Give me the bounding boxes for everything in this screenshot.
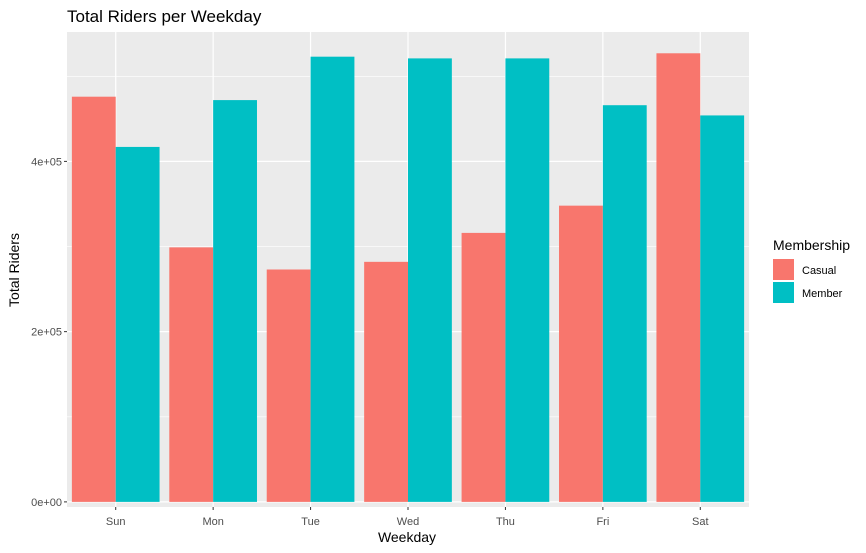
bar-casual-fri [559, 205, 603, 502]
legend-key-casual [773, 259, 794, 280]
bar-member-wed [408, 58, 452, 502]
bar-casual-tue [266, 269, 311, 502]
y-axis-title: Total Riders [6, 233, 22, 307]
bars-group [71, 53, 745, 502]
x-tick-label: Sun [106, 516, 126, 528]
bar-casual-thu [461, 232, 506, 502]
bar-member-sat [700, 115, 745, 502]
legend: Membership Casual Member [773, 237, 850, 303]
chart-title: Total Riders per Weekday [67, 7, 262, 26]
bar-casual-wed [364, 261, 408, 502]
legend-title: Membership [773, 237, 850, 253]
x-tick-label: Fri [596, 516, 609, 528]
y-tick-label: 4e+05 [31, 156, 62, 168]
bar-member-sun [115, 146, 160, 502]
x-tick-label: Sat [692, 516, 709, 528]
bar-member-mon [213, 100, 257, 502]
bar-casual-sat [656, 53, 701, 502]
bar-casual-sun [71, 96, 116, 502]
legend-key-member [773, 282, 794, 303]
legend-label-casual: Casual [802, 265, 836, 277]
x-tick-label: Wed [397, 516, 419, 528]
bar-member-tue [310, 56, 355, 502]
x-tick-label: Thu [496, 516, 515, 528]
x-axis-ticks: Sun Mon Tue Wed Thu Fri Sat [106, 507, 709, 528]
y-axis-ticks: 0e+00 2e+05 4e+05 [31, 156, 67, 509]
x-tick-label: Tue [301, 516, 320, 528]
x-tick-label: Mon [202, 516, 223, 528]
y-tick-label: 0e+00 [31, 497, 62, 509]
x-axis-title: Weekday [378, 529, 436, 545]
bar-member-fri [602, 105, 647, 502]
bar-member-thu [505, 58, 550, 502]
bar-casual-mon [169, 247, 214, 502]
legend-label-member: Member [802, 288, 843, 300]
y-tick-label: 2e+05 [31, 327, 62, 339]
